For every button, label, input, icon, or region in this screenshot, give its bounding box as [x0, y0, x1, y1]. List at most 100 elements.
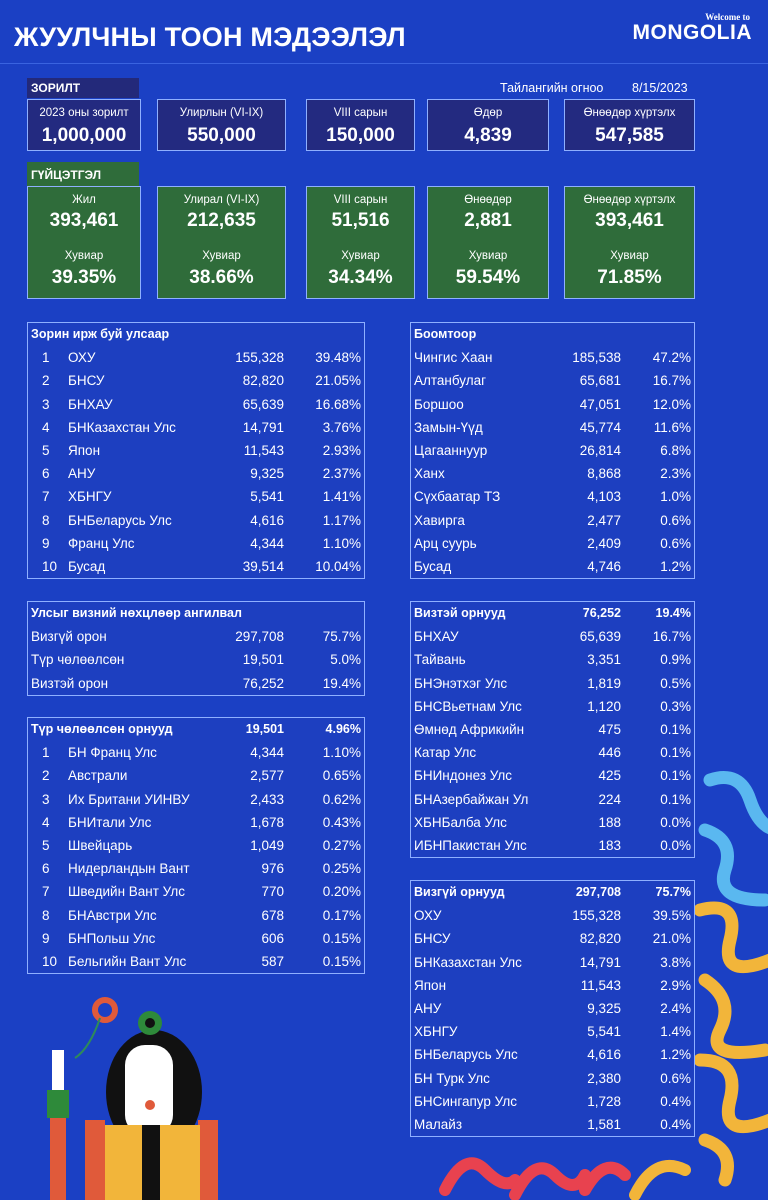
row-percent: 16.7% [652, 373, 691, 389]
row-count: 65,639 [579, 629, 621, 645]
row-name: АНУ [414, 1000, 442, 1016]
goal-card-value: 150,000 [326, 125, 395, 146]
row-count: 4,616 [587, 1047, 621, 1063]
row-name: БНХАУ [68, 396, 113, 412]
row-name: Өмнөд Африкийн [414, 721, 525, 737]
table-row: БН Турк Улс 2,380 0.6% [411, 1067, 694, 1090]
table-row: Визтэй орон 76,252 19.4% [28, 672, 364, 695]
table-row: Бусад 4,746 1.2% [411, 555, 694, 578]
table-visa-class: Улсыг визний нөхцлөөр ангилвал Визгүй оро… [27, 601, 365, 696]
row-rank: 4 [42, 419, 50, 435]
table-row: Түр чөлөөлсөн 19,501 5.0% [28, 648, 364, 671]
table-row: 9 БНПольш Улс 606 0.15% [28, 927, 364, 950]
table-row: Тайвань 3,351 0.9% [411, 648, 694, 671]
achievement-pct-label: Хувиар [468, 250, 508, 262]
row-count: 4,344 [250, 745, 284, 761]
row-rank: 5 [42, 442, 50, 458]
table-row: 10 Бельгийн Вант Улс 587 0.15% [28, 950, 364, 973]
table-row: Боршоо 47,051 12.0% [411, 393, 694, 416]
row-name: Алтанбулаг [414, 373, 487, 389]
row-count: 4,746 [587, 558, 621, 574]
row-count: 47,051 [579, 396, 621, 412]
table-row: 6 АНУ 9,325 2.37% [28, 462, 364, 485]
table-row: БНЭнэтхэг Улс 1,819 0.5% [411, 672, 694, 695]
row-name: Арц суурь [414, 535, 477, 551]
row-rank: 9 [42, 930, 50, 946]
row-count: 1,581 [587, 1116, 621, 1132]
row-rank: 1 [42, 745, 50, 761]
goal-card-label: Өнөөдөр хүртэлх [583, 107, 676, 119]
row-percent: 0.1% [660, 745, 691, 761]
row-rank: 7 [42, 489, 50, 505]
row-rank: 4 [42, 814, 50, 830]
row-percent: 0.20% [322, 884, 361, 900]
row-count: 14,791 [579, 954, 621, 970]
row-name: БНСВьетнам Улс [414, 698, 522, 714]
row-percent: 0.15% [322, 930, 361, 946]
row-count: 45,774 [579, 419, 621, 435]
row-count: 475 [598, 721, 621, 737]
report-date: 8/15/2023 [632, 81, 688, 95]
row-count: 4,103 [587, 489, 621, 505]
row-count: 2,409 [587, 535, 621, 551]
achievement-card-label: Өнөөдөр [464, 194, 512, 206]
table-row: 5 Япон 11,543 2.93% [28, 439, 364, 462]
row-name: ОХУ [414, 908, 442, 924]
row-rank: 6 [42, 466, 50, 482]
achievement-pct-value: 59.54% [455, 267, 521, 288]
row-percent: 5.0% [330, 652, 361, 668]
row-percent: 39.5% [652, 908, 691, 924]
row-count: 1,120 [587, 698, 621, 714]
achievement-card: Улирал (VI-IX) 212,635 Хувиар 38.66% [157, 186, 286, 299]
achievement-pct-label: Хувиар [341, 250, 380, 262]
achievement-section-label: ГҮЙЦЭТГЭЛ [27, 162, 139, 186]
row-percent: 2.4% [660, 1000, 691, 1016]
row-rank: 2 [42, 373, 50, 389]
row-percent: 75.7% [322, 629, 361, 645]
row-percent: 1.41% [322, 489, 361, 505]
table-row: ХБНГУ 5,541 1.4% [411, 1020, 694, 1043]
row-percent: 0.6% [660, 512, 691, 528]
row-name: Франц Улс [68, 535, 135, 551]
row-percent: 0.0% [660, 837, 691, 853]
row-percent: 0.62% [322, 791, 361, 807]
row-percent: 2.3% [660, 466, 691, 482]
row-count: 4,616 [250, 512, 284, 528]
table-row: 1 БН Франц Улс 4,344 1.10% [28, 741, 364, 764]
goal-card-label: Улирлын (VI-IX) [179, 107, 264, 119]
header-divider [0, 63, 768, 64]
table-title: Түр чөлөөлсөн орнууд [31, 722, 173, 736]
table-row: Катар Улс 446 0.1% [411, 741, 694, 764]
row-name: Сүхбаатар ТЗ [414, 489, 501, 505]
row-percent: 0.1% [660, 791, 691, 807]
row-name: БН Франц Улс [68, 745, 157, 761]
row-count: 425 [598, 768, 621, 784]
page-title: ЖУУЛЧНЫ ТООН МЭДЭЭЛЭЛ [14, 22, 406, 52]
achievement-card: VIII сарын 51,516 Хувиар 34.34% [306, 186, 415, 299]
row-count: 1,678 [250, 814, 284, 830]
table-header-row: Визгүй орнууд 297,708 75.7% [411, 881, 694, 904]
row-name: Тайвань [414, 652, 466, 668]
row-name: Ханх [414, 466, 445, 482]
row-name: Шведийн Вант Улс [68, 884, 185, 900]
row-name: Япон [68, 442, 101, 458]
row-rank: 3 [42, 396, 50, 412]
row-percent: 1.0% [660, 489, 691, 505]
achievement-pct-value: 39.35% [51, 267, 117, 288]
row-name: Бельгийн Вант Улс [68, 953, 187, 969]
row-count: 2,477 [587, 512, 621, 528]
row-count: 9,325 [250, 466, 284, 482]
table-visa-required: Визтэй орнууд 76,252 19.4% БНХАУ 65,639 16.7%… [410, 601, 695, 859]
row-percent: 21.05% [315, 373, 361, 389]
row-rank: 10 [42, 558, 58, 574]
row-rank: 8 [42, 512, 50, 528]
row-name: БНСингапур Улс [414, 1093, 517, 1109]
achievement-card-value: 393,461 [595, 210, 664, 231]
row-count: 5,541 [587, 1024, 621, 1040]
row-count: 65,639 [242, 396, 284, 412]
table-row: Алтанбулаг 65,681 16.7% [411, 369, 694, 392]
table-row: Япон 11,543 2.9% [411, 974, 694, 997]
report-date-label: Тайлангийн огноо [500, 81, 604, 95]
row-rank: 2 [42, 768, 50, 784]
row-percent: 1.2% [660, 558, 691, 574]
